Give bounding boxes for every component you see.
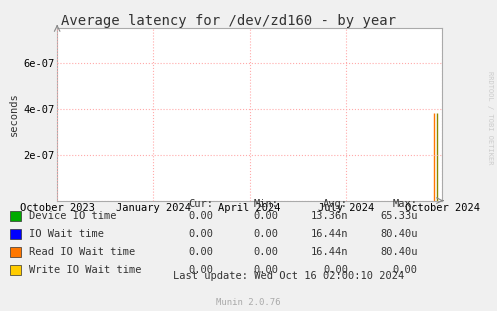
Text: Read IO Wait time: Read IO Wait time <box>29 247 135 257</box>
Text: 0.00: 0.00 <box>253 265 278 275</box>
Text: 80.40u: 80.40u <box>380 247 417 257</box>
Text: 65.33u: 65.33u <box>380 211 417 221</box>
Text: Min:: Min: <box>253 199 278 209</box>
Text: Device IO time: Device IO time <box>29 211 116 221</box>
Text: 80.40u: 80.40u <box>380 229 417 239</box>
Text: 16.44n: 16.44n <box>311 229 348 239</box>
Text: Avg:: Avg: <box>323 199 348 209</box>
Text: 0.00: 0.00 <box>323 265 348 275</box>
Text: Average latency for /dev/zd160 - by year: Average latency for /dev/zd160 - by year <box>61 14 396 28</box>
Text: 0.00: 0.00 <box>393 265 417 275</box>
Text: 13.36n: 13.36n <box>311 211 348 221</box>
Text: Last update: Wed Oct 16 02:00:10 2024: Last update: Wed Oct 16 02:00:10 2024 <box>172 272 404 281</box>
Text: 0.00: 0.00 <box>189 247 214 257</box>
Text: 0.00: 0.00 <box>253 211 278 221</box>
Text: Max:: Max: <box>393 199 417 209</box>
Text: 0.00: 0.00 <box>253 229 278 239</box>
Text: 0.00: 0.00 <box>189 229 214 239</box>
Text: 0.00: 0.00 <box>189 265 214 275</box>
Text: IO Wait time: IO Wait time <box>29 229 104 239</box>
Y-axis label: seconds: seconds <box>9 92 19 136</box>
Text: RRDTOOL / TOBI OETIKER: RRDTOOL / TOBI OETIKER <box>487 72 493 165</box>
Text: Cur:: Cur: <box>189 199 214 209</box>
Text: Munin 2.0.76: Munin 2.0.76 <box>216 298 281 307</box>
Text: 0.00: 0.00 <box>189 211 214 221</box>
Text: 16.44n: 16.44n <box>311 247 348 257</box>
Text: 0.00: 0.00 <box>253 247 278 257</box>
Text: Write IO Wait time: Write IO Wait time <box>29 265 141 275</box>
